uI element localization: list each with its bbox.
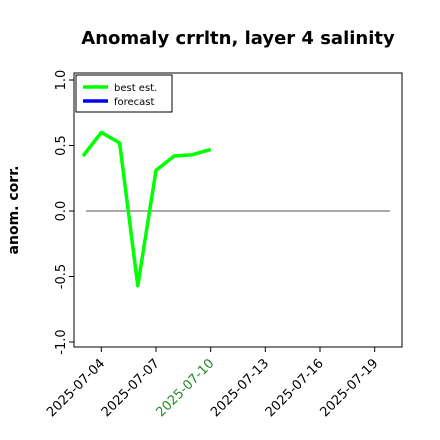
x-tick-label: 2025-07-19 [317, 356, 381, 420]
chart-title: Anomaly crrltn, layer 4 salinity [81, 28, 395, 49]
legend-label-forecast: forecast [114, 97, 155, 108]
x-axis: 2025-07-042025-07-072025-07-102025-07-13… [44, 347, 381, 420]
y-tick-label: 0.5 [54, 135, 69, 156]
series-line-best-est [81, 130, 212, 288]
y-axis: -1.0 -0.5 0.0 0.5 1.0 [54, 70, 74, 355]
legend: best est. forecast [75, 74, 173, 113]
y-tick-label: -1.0 [54, 329, 69, 354]
plot-frame [73, 72, 403, 348]
legend-label-best-est: best est. [114, 83, 157, 94]
y-tick-label: 1.0 [54, 70, 69, 91]
legend-box [75, 74, 173, 113]
series-layer [81, 130, 212, 288]
y-tick-label: 0.0 [54, 201, 69, 222]
y-tick-label: -0.5 [54, 264, 69, 289]
y-axis-label: anom. corr. [6, 166, 22, 255]
